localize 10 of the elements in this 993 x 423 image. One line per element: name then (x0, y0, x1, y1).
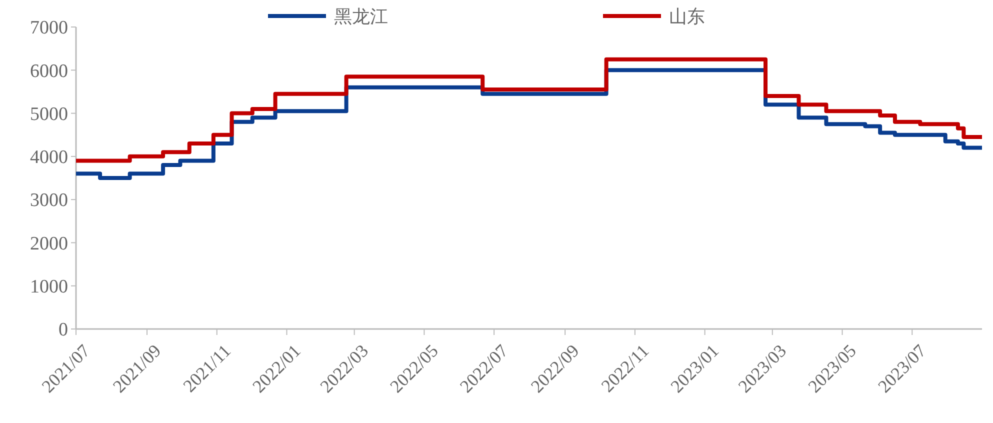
y-tick-label: 2000 (30, 233, 68, 254)
legend-label: 黑龙江 (334, 6, 388, 26)
y-tick-label: 4000 (30, 147, 68, 168)
y-tick-label: 3000 (30, 190, 68, 212)
y-tick-label: 7000 (30, 18, 68, 39)
y-tick-label: 5000 (30, 104, 68, 125)
y-tick-label: 1000 (30, 276, 68, 298)
legend-label: 山东 (669, 6, 705, 26)
y-tick-label: 6000 (30, 60, 68, 82)
y-tick-label: 0 (58, 320, 68, 341)
